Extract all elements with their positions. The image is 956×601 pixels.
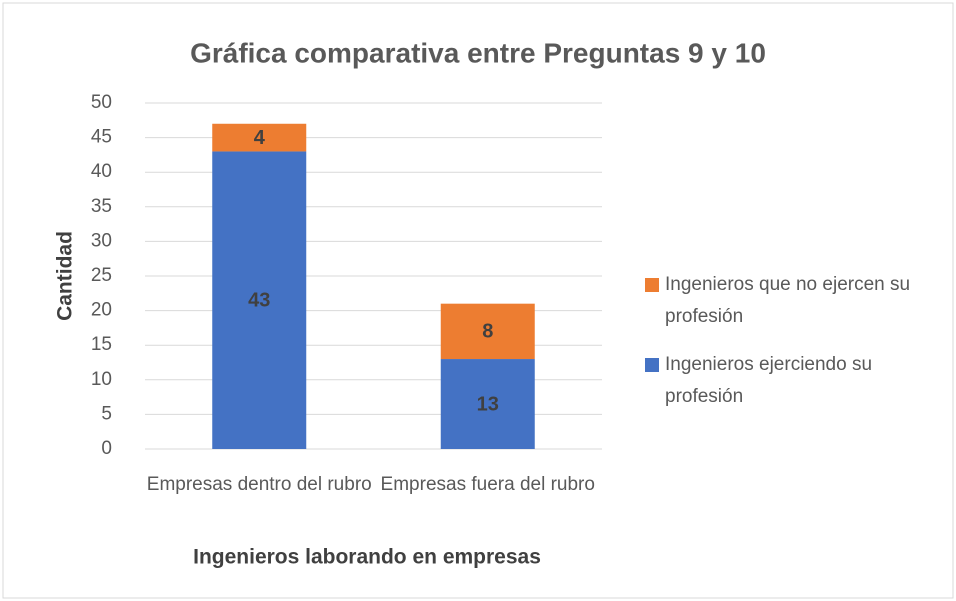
y-tick-label: 5 — [101, 403, 112, 424]
y-tick-label: 0 — [101, 438, 112, 459]
y-tick-label: 50 — [91, 92, 112, 113]
chart-title: Gráfica comparativa entre Preguntas 9 y … — [190, 37, 766, 68]
x-axis-label: Ingenieros laborando en empresas — [193, 546, 541, 569]
bar-segment — [212, 123, 307, 152]
x-tick-label: Empresas dentro del rubro — [146, 474, 372, 495]
y-tick-label: 30 — [91, 230, 112, 251]
y-tick-label: 15 — [91, 334, 112, 355]
legend-label: Ingenieros ejerciendo su profesión — [665, 354, 873, 407]
y-tick-label: 20 — [91, 300, 112, 321]
y-tick-label: 25 — [91, 265, 112, 286]
data-label: 13 — [477, 393, 499, 415]
legend-label: Ingenieros que no ejercen su profesión — [665, 274, 911, 327]
data-label: 4 — [254, 127, 266, 149]
bar-segment — [440, 303, 535, 360]
y-axis-label: Cantidad — [54, 231, 77, 321]
bar-segment — [440, 359, 535, 449]
x-tick-label: Empresas fuera del rubro — [380, 474, 595, 495]
legend-swatch — [645, 358, 659, 372]
y-tick-label: 40 — [91, 161, 112, 182]
y-tick-label: 45 — [91, 127, 112, 148]
y-tick-label: 35 — [91, 196, 112, 217]
data-label: 43 — [248, 290, 270, 312]
data-label: 8 — [482, 321, 493, 343]
legend-swatch — [645, 278, 659, 292]
y-tick-label: 10 — [91, 369, 112, 390]
bar-segment — [212, 151, 307, 449]
